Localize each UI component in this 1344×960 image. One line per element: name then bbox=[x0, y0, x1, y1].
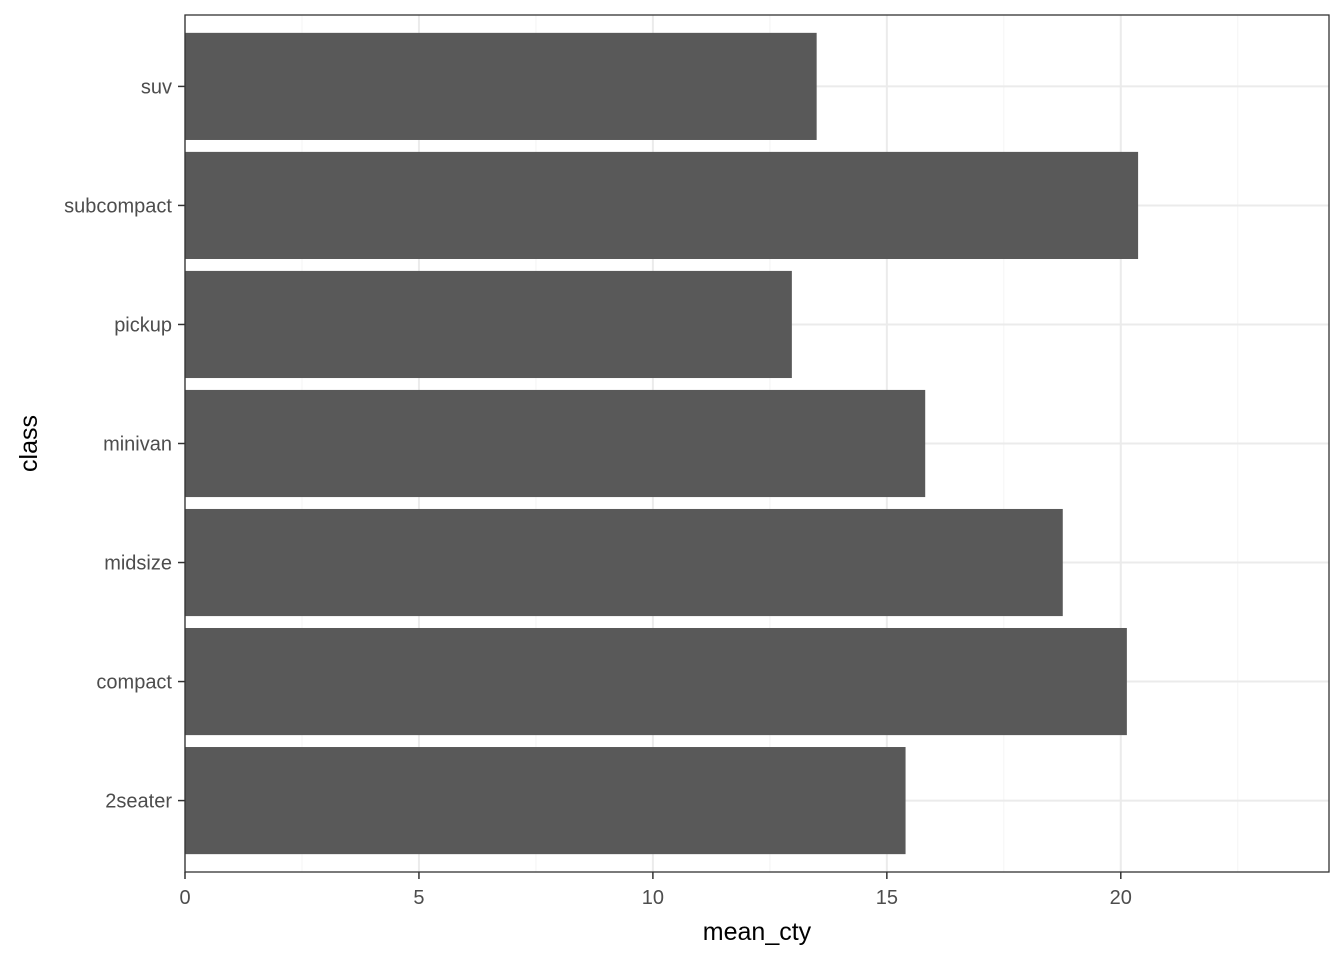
x-axis-ticks: 0 5 10 15 20 bbox=[179, 872, 1132, 909]
x-tick-label: 20 bbox=[1110, 887, 1132, 909]
y-tick-label: 2seater bbox=[105, 791, 172, 813]
y-tick-label: minivan bbox=[103, 434, 172, 456]
x-tick-label: 5 bbox=[413, 887, 424, 909]
bar-pickup bbox=[185, 270, 792, 379]
y-tick-label: midsize bbox=[104, 553, 172, 575]
x-tick-label: 0 bbox=[179, 887, 190, 909]
y-axis-title: class bbox=[15, 415, 43, 472]
y-axis-ticks: 2seater compact midsize minivan pickup subcom… bbox=[64, 76, 185, 813]
bar-2seater bbox=[185, 747, 906, 855]
y-tick-label: suv bbox=[141, 76, 172, 98]
x-tick-label: 15 bbox=[876, 887, 898, 909]
x-tick-label: 10 bbox=[642, 887, 664, 909]
bar-minivan bbox=[185, 389, 926, 498]
y-tick-label: compact bbox=[96, 672, 172, 694]
bars bbox=[185, 32, 1139, 855]
bar-midsize bbox=[185, 508, 1063, 617]
y-tick-label: pickup bbox=[114, 314, 172, 336]
x-axis-title: mean_cty bbox=[703, 918, 812, 946]
y-tick-label: subcompact bbox=[64, 195, 172, 217]
bar-suv bbox=[185, 32, 817, 140]
bar-subcompact bbox=[185, 151, 1139, 260]
bar-compact bbox=[185, 627, 1127, 736]
